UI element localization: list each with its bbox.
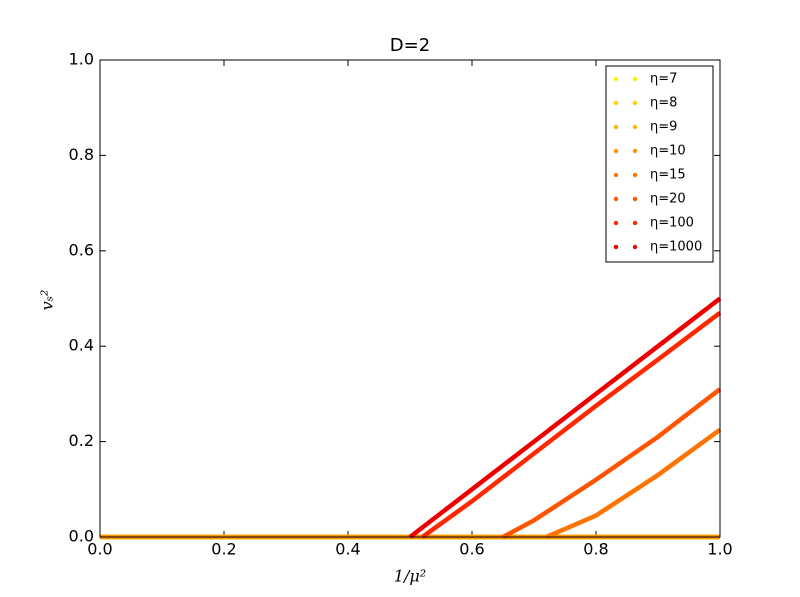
- x-axis-label: 1/μ²: [394, 567, 426, 586]
- chart-title: D=2: [390, 35, 430, 56]
- legend-marker: [613, 124, 619, 130]
- legend-label: η=1000: [650, 240, 702, 255]
- data-line: [545, 427, 722, 540]
- y-axis-label: vₛ²: [38, 290, 57, 311]
- legend-marker: [632, 244, 638, 250]
- legend-label: η=100: [650, 216, 694, 231]
- x-tick-label: 0.6: [459, 540, 484, 559]
- data-line: [501, 387, 722, 539]
- legend-label: η=10: [650, 144, 686, 159]
- legend-marker: [613, 172, 619, 178]
- legend-marker: [632, 148, 638, 154]
- legend-marker: [613, 100, 619, 106]
- x-tick-label: 0.8: [583, 540, 608, 559]
- legend-marker: [632, 220, 638, 226]
- legend-label: η=7: [650, 72, 677, 87]
- x-tick-label: 0.4: [335, 540, 360, 559]
- y-tick-label: 0.4: [69, 336, 94, 355]
- legend-marker: [613, 148, 619, 154]
- data-line: [421, 311, 722, 539]
- data-line: [408, 296, 722, 539]
- y-tick-label: 0.6: [69, 240, 94, 259]
- y-tick-label: 0.8: [69, 145, 94, 164]
- plot-frame: [99, 59, 721, 538]
- x-tick-label: 0.2: [211, 540, 236, 559]
- legend-marker: [613, 220, 619, 226]
- legend-box: [605, 65, 714, 263]
- legend-label: η=8: [650, 96, 677, 111]
- y-tick-label: 1.0: [69, 50, 94, 69]
- x-tick-label: 1.0: [707, 540, 732, 559]
- legend-label: η=20: [650, 192, 686, 207]
- legend-marker: [613, 196, 619, 202]
- y-tick-label: 0.2: [69, 431, 94, 450]
- x-tick-label: 0.0: [87, 540, 112, 559]
- legend-marker: [613, 244, 619, 250]
- legend-marker: [632, 196, 638, 202]
- legend-marker: [613, 76, 619, 82]
- legend-marker: [632, 124, 638, 130]
- legend-marker: [632, 76, 638, 82]
- legend-marker: [632, 172, 638, 178]
- legend-marker: [632, 100, 638, 106]
- legend-label: η=15: [650, 168, 686, 183]
- y-tick-label: 0.0: [69, 527, 94, 546]
- legend-label: η=9: [650, 120, 677, 135]
